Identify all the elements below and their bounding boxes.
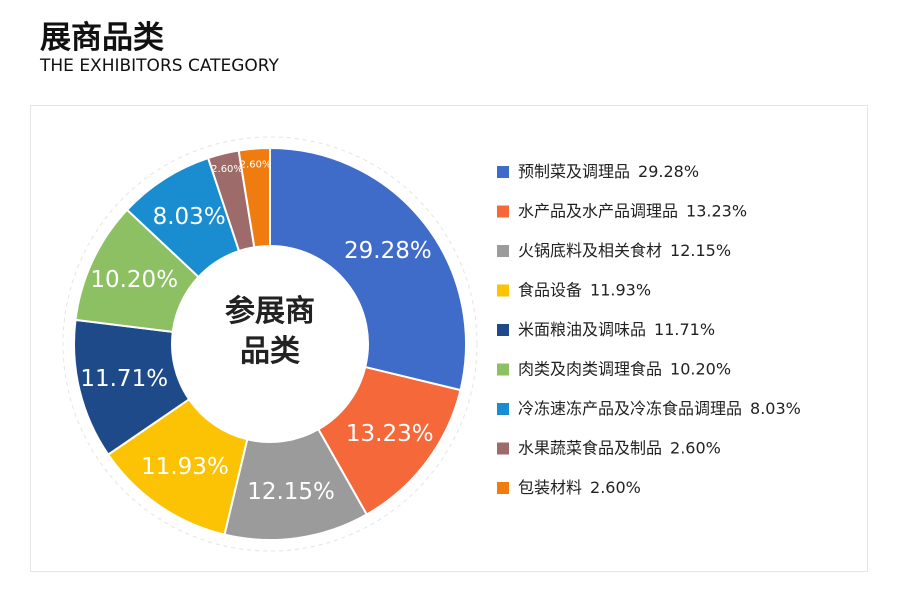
slice-label: 12.15% [247, 479, 335, 505]
slice-label: 13.23% [346, 421, 434, 447]
slice-label: 2.60% [211, 164, 243, 175]
legend-swatch [497, 245, 509, 257]
legend-swatch [497, 403, 509, 415]
legend-swatch [497, 284, 509, 297]
legend-label: 预制菜及调理品 29.28% [518, 162, 699, 181]
slice-label: 29.28% [344, 238, 432, 264]
legend-label: 冷冻速冻产品及冷冻食品调理品 8.03% [518, 399, 801, 418]
legend-name: 包装材料 [518, 478, 582, 497]
legend-label: 水果蔬菜食品及制品 2.60% [518, 438, 721, 457]
legend-swatch [497, 442, 509, 455]
slice-label: 2.60% [240, 160, 272, 171]
card [30, 105, 868, 572]
slice-label: 10.20% [90, 267, 178, 293]
legend-swatch [497, 363, 509, 376]
legend-name: 水果蔬菜食品及制品 [518, 438, 662, 457]
slice [237, 146, 271, 249]
legend-label: 水产品及水产品调理品 13.23% [518, 201, 747, 220]
legend-value: 11.93% [590, 280, 651, 299]
subtitle: THE EXHIBITORS CATEGORY [40, 56, 279, 76]
legend-swatch [497, 205, 509, 218]
legend-name: 肉类及肉类调理食品 [518, 359, 662, 378]
legend-name: 冷冻速冻产品及冷冻食品调理品 [518, 399, 742, 418]
slice-label: 11.93% [141, 454, 229, 480]
legend-name: 火锅底料及相关食材 [518, 241, 662, 260]
legend-label: 肉类及肉类调理食品 10.20% [518, 359, 731, 378]
legend-value: 2.60% [590, 478, 641, 497]
slice-label: 8.03% [153, 204, 226, 230]
legend-label: 包装材料 2.60% [518, 478, 641, 497]
legend-value: 8.03% [750, 399, 801, 418]
legend-value: 2.60% [670, 438, 721, 457]
legend-name: 预制菜及调理品 [518, 162, 630, 181]
slice [269, 146, 467, 392]
legend-name: 食品设备 [518, 280, 582, 299]
legend-value: 29.28% [638, 162, 699, 181]
legend-value: 10.20% [670, 359, 731, 378]
legend-swatch [497, 166, 509, 178]
legend-value: 13.23% [686, 201, 747, 220]
legend-swatch [497, 482, 509, 494]
title: 展商品类 [40, 20, 164, 56]
legend-value: 12.15% [670, 241, 731, 260]
legend-label: 火锅底料及相关食材 12.15% [518, 241, 731, 260]
slice-label: 11.71% [80, 366, 168, 392]
center-label: 参展商品类 [225, 294, 315, 369]
legend-label: 食品设备 11.93% [518, 280, 651, 299]
outer-ring [62, 136, 478, 552]
legend-name: 水产品及水产品调理品 [518, 201, 678, 220]
legend-label: 米面粮油及调味品 11.71% [518, 320, 715, 339]
legend-swatch [497, 324, 509, 336]
legend-name: 米面粮油及调味品 [518, 320, 646, 339]
legend-value: 11.71% [654, 320, 715, 339]
